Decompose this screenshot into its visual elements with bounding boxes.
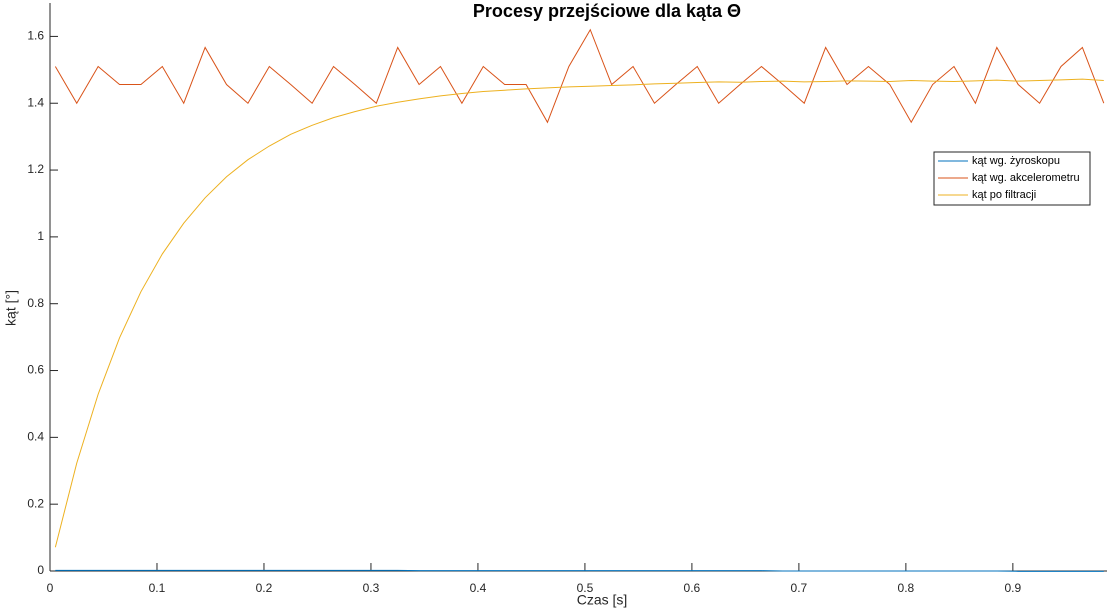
y-tick-label: 1.4 — [27, 95, 44, 109]
y-tick-label: 1.2 — [27, 162, 44, 176]
legend-label: kąt wg. akcelerometru — [972, 172, 1080, 184]
x-tick-label: 0 — [47, 581, 54, 595]
y-tick-label: 0.6 — [27, 363, 44, 377]
chart-title: Procesy przejściowe dla kąta Θ — [473, 1, 741, 21]
legend-label: kąt po filtracji — [972, 189, 1036, 201]
legend: kąt wg. żyroskopu kąt wg. akcelerometru ką… — [933, 151, 1091, 206]
x-axis-label: Czas [s] — [577, 592, 628, 608]
series-line — [54, 78, 1104, 548]
x-tick-label: 0.4 — [470, 581, 487, 595]
y-tick-label: 1 — [37, 229, 44, 243]
x-tick-label: 0.5 — [577, 581, 594, 595]
y-tick-label: 0.2 — [27, 496, 44, 510]
series-line — [55, 569, 1104, 572]
x-tick-label: 0.8 — [898, 581, 915, 595]
x-tick-label: 0.3 — [363, 581, 380, 595]
series-line — [54, 28, 1105, 124]
y-axis-label: kąt [°] — [3, 290, 19, 326]
y-tick-label: 0 — [37, 563, 44, 577]
y-tick-label: 0.4 — [27, 430, 44, 444]
x-tick-label: 0.2 — [256, 581, 273, 595]
y-tick-label: 1.6 — [27, 29, 44, 43]
x-tick-label: 0.9 — [1005, 581, 1022, 595]
y-tick-label: 0.8 — [27, 296, 44, 310]
x-tick-label: 0.1 — [149, 581, 166, 595]
x-tick-label: 0.6 — [684, 581, 701, 595]
x-tick-label: 0.7 — [791, 581, 808, 595]
legend-label: kąt wg. żyroskopu — [972, 155, 1060, 167]
